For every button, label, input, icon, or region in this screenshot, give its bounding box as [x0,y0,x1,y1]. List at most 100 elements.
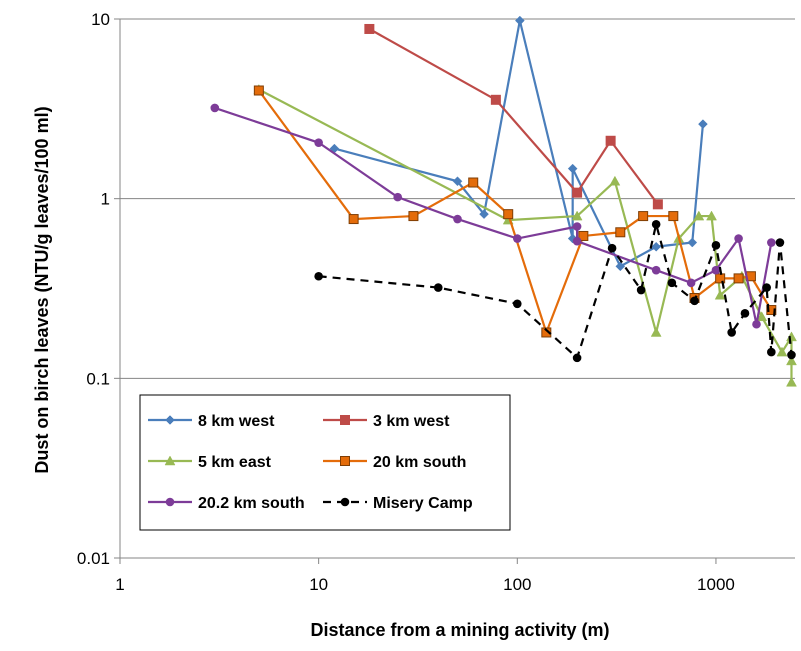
data-point [468,177,479,188]
data-point [734,234,743,243]
data-point [752,319,761,329]
series-line [318,224,793,360]
y-tick-label: 10 [91,10,110,29]
data-point [714,289,726,300]
legend-label: 3 km west [373,413,450,430]
data-point [733,273,744,284]
legend-entry-20-km-south: 20 km south [323,454,466,471]
data-point [609,175,621,186]
data-point [348,214,359,225]
y-tick-label: 0.01 [77,549,110,568]
data-point [572,236,582,246]
data-point [786,355,797,366]
grid-layer [120,18,795,379]
data-point [512,234,522,243]
y-tick-label: 1 [101,190,110,209]
data-point [706,210,717,221]
legend-entry-3-km-west: 3 km west [323,413,450,430]
data-point [668,211,679,222]
data-point [615,261,626,272]
data-point [652,199,663,210]
x-axis-label: Distance from a mining activity (m) [310,620,609,640]
data-point [690,296,699,306]
legend-entry-5-km-east: 5 km east [148,454,272,471]
data-point [572,187,583,198]
data-point [687,237,698,248]
legend-marker [165,497,175,507]
data-point [453,214,462,224]
legend-box [139,394,511,531]
data-point [740,309,750,318]
data-point [253,85,264,96]
legend-label: 20.2 km south [198,495,305,512]
data-point [607,243,617,253]
data-point [638,211,649,222]
x-tick-label: 1000 [697,575,735,594]
data-point [615,227,626,238]
data-point [490,94,501,105]
legend-marker [164,455,176,466]
data-point [512,299,522,309]
data-point [572,222,582,231]
data-point [651,265,661,275]
y-tick-label: 0.1 [86,369,110,388]
data-point [727,328,736,337]
data-point [762,283,771,292]
axis-layer: 0.01 0.1 1 10 1 10 100 1000 [77,10,795,594]
data-point [651,241,662,252]
data-point [578,230,589,241]
series-20-2-km-south [210,103,776,329]
data-point [393,192,403,202]
legend-entry-20-2-km-south: 20.2 km south [148,495,305,512]
data-point [408,211,419,222]
data-point [479,209,489,220]
data-point [364,23,375,34]
data-point [711,265,721,275]
data-point [767,238,776,247]
data-point [541,327,552,338]
x-tick-label: 100 [503,575,531,594]
legend-entry-8-km-west: 8 km west [148,413,275,430]
data-point [667,278,677,288]
data-point [314,271,323,281]
data-point [650,326,662,337]
legend-entry-misery-camp: Misery Camp [323,495,473,512]
legend-marker [165,415,175,425]
data-point [711,241,721,250]
data-point [776,346,788,357]
data-point [775,238,785,247]
data-point [452,176,463,187]
series-3-km-west [364,23,663,210]
legend: 8 km west 3 km west 5 km east 20 km south 20… [139,394,511,531]
series-misery-camp [314,219,796,363]
legend-label: 8 km west [198,413,275,430]
legend-label: 5 km east [198,454,272,471]
y-axis-label: Dust on birch leaves (NTU/g leaves/100 m… [32,106,52,473]
data-point [433,283,443,292]
x-tick-label: 1 [115,575,124,594]
legend-marker [340,456,350,466]
data-point [693,210,705,221]
data-point [572,353,582,363]
data-point [786,376,797,387]
series-line [334,20,705,268]
data-point [514,15,525,26]
data-point [767,347,776,357]
legend-marker [340,497,350,507]
data-point [698,119,708,129]
data-point [567,163,578,174]
data-point [314,138,323,147]
data-point [210,103,220,113]
x-tick-label: 10 [309,575,328,594]
data-point [787,350,796,360]
data-point [651,219,661,229]
data-point [766,305,777,316]
legend-label: Misery Camp [373,495,473,512]
data-point [605,135,616,146]
data-point [503,209,514,220]
data-point [571,210,583,221]
series-layer [210,15,797,387]
legend-label: 20 km south [373,454,466,471]
